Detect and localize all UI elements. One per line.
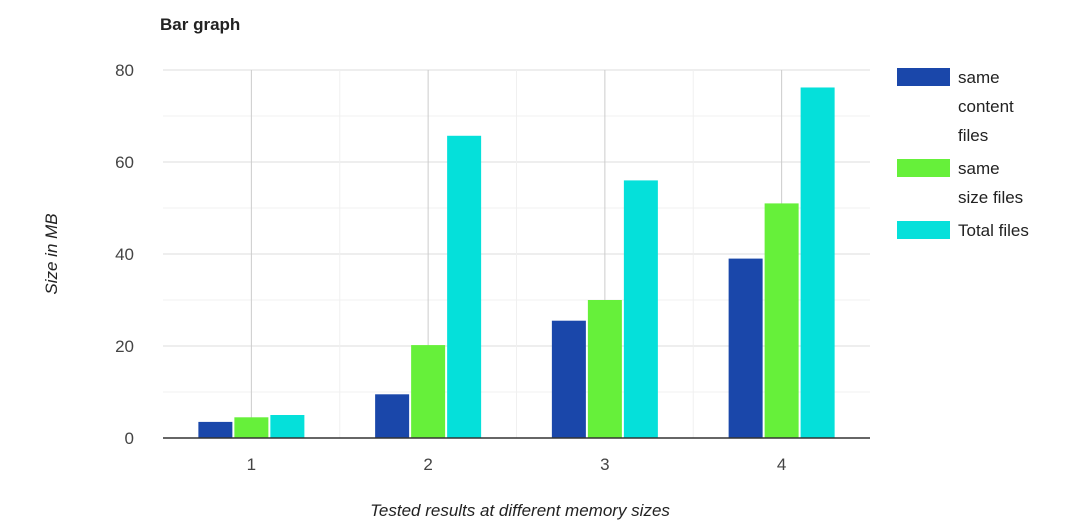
bars	[198, 87, 835, 438]
x-tick-label: 2	[423, 455, 432, 474]
x-tick-label: 1	[247, 455, 256, 474]
bar	[800, 87, 835, 438]
axes: 0 20 40 60 80 1 2 3 4	[115, 61, 870, 474]
y-axis-title: Size in MB	[42, 213, 61, 294]
bar	[447, 135, 482, 438]
bar	[551, 320, 586, 438]
legend-swatch	[897, 221, 950, 239]
bar	[764, 203, 799, 438]
bar	[587, 300, 622, 438]
y-tick-label: 0	[125, 429, 134, 448]
bar	[411, 345, 446, 438]
bar	[198, 421, 233, 438]
x-tick-label: 3	[600, 455, 609, 474]
y-tick-label: 20	[115, 337, 134, 356]
legend-label: Total files	[958, 221, 1029, 240]
legend-swatch	[897, 68, 950, 86]
bar	[270, 415, 305, 438]
bar	[234, 417, 269, 438]
y-tick-label: 60	[115, 153, 134, 172]
legend: same content files same size files Total file…	[897, 68, 1029, 240]
bar	[623, 180, 658, 438]
legend-swatch	[897, 159, 950, 177]
bar	[375, 394, 410, 438]
x-tick-label: 4	[777, 455, 786, 474]
chart-title: Bar graph	[160, 15, 240, 34]
gridlines	[163, 69, 870, 438]
y-tick-label: 40	[115, 245, 134, 264]
y-tick-label: 80	[115, 61, 134, 80]
bar	[728, 258, 763, 438]
x-axis-title: Tested results at different memory sizes	[370, 501, 670, 520]
legend-label: same content files	[958, 68, 1014, 145]
legend-label: same size files	[958, 159, 1023, 207]
